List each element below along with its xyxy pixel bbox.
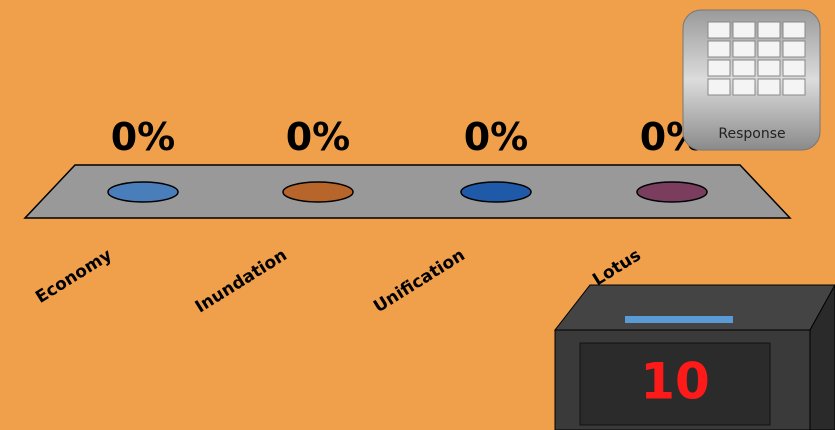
countdown-value: 10 bbox=[640, 353, 710, 411]
x-tick-label: Inundation bbox=[192, 245, 291, 317]
value-label: 0% bbox=[464, 115, 529, 159]
value-label: 0% bbox=[286, 115, 351, 159]
bar-base bbox=[460, 181, 532, 203]
value-label: 0% bbox=[111, 115, 176, 159]
bar-base bbox=[282, 181, 354, 203]
response-button[interactable]: Response bbox=[682, 9, 821, 151]
bar-base bbox=[107, 181, 179, 203]
x-tick-label: Economy bbox=[32, 245, 115, 308]
bar-base bbox=[636, 181, 708, 203]
chart-floor bbox=[23, 164, 792, 219]
countdown-timer: 10 bbox=[553, 283, 835, 430]
x-tick-label: Lotus bbox=[589, 245, 644, 290]
x-tick-label: Unification bbox=[370, 245, 468, 317]
response-label[interactable]: Response bbox=[718, 126, 785, 142]
